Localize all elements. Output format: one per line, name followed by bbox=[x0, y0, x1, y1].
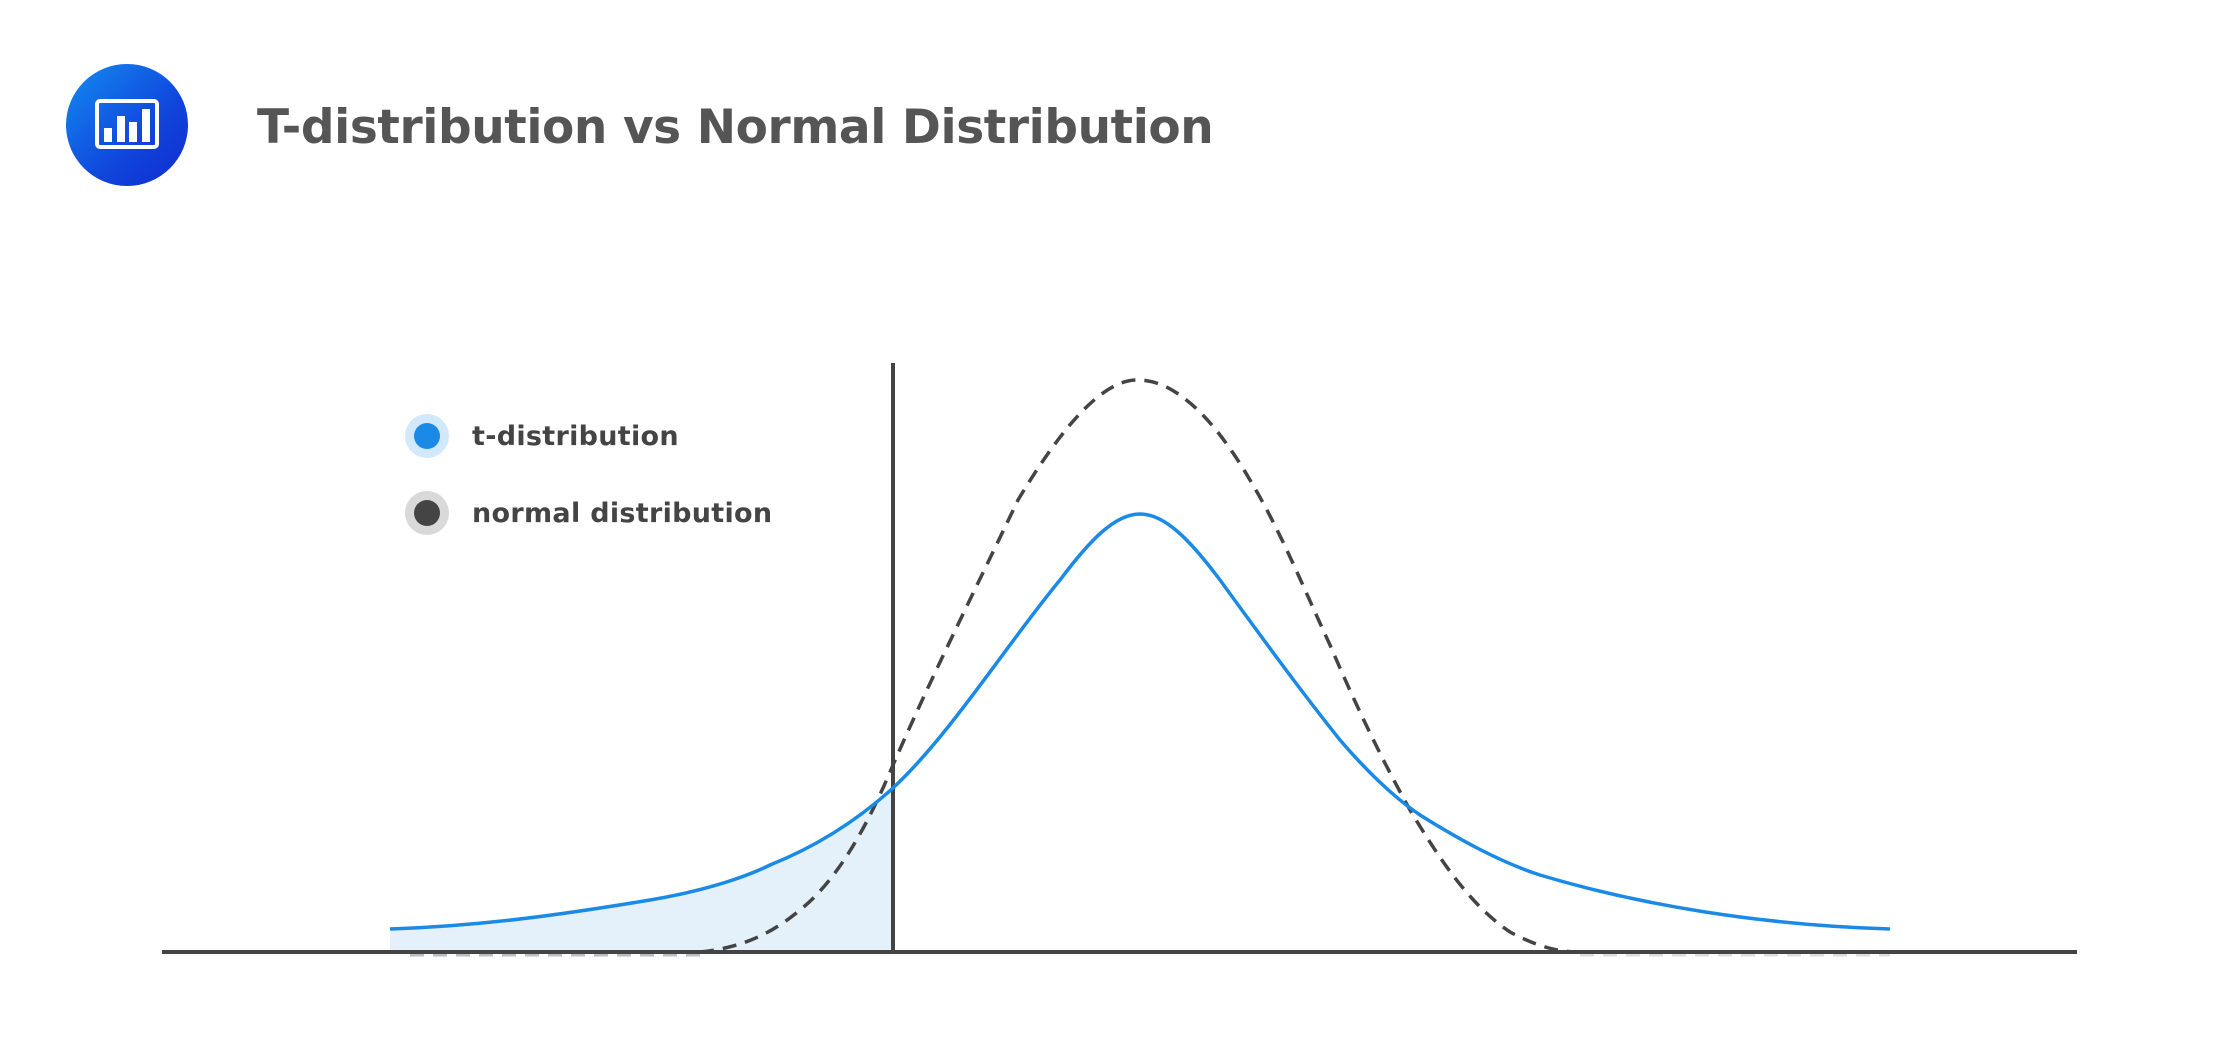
legend-marker-t-distribution bbox=[405, 414, 449, 458]
legend-item-t-distribution: t-distribution bbox=[405, 414, 679, 458]
logo-badge bbox=[66, 64, 188, 186]
legend-item-normal-distribution: normal distribution bbox=[405, 491, 772, 535]
legend-marker-normal-distribution bbox=[405, 491, 449, 535]
bar-chart-icon bbox=[95, 99, 159, 149]
t-distribution-curve bbox=[389, 512, 1891, 931]
legend-label: normal distribution bbox=[472, 497, 773, 529]
shaded-tail-area bbox=[390, 788, 893, 952]
circle-icon bbox=[414, 500, 440, 526]
circle-icon bbox=[414, 423, 440, 449]
legend-label: t-distribution bbox=[472, 420, 679, 452]
page-title: T-distribution vs Normal Distribution bbox=[257, 100, 1214, 155]
normal-distribution-curve bbox=[699, 378, 1581, 954]
